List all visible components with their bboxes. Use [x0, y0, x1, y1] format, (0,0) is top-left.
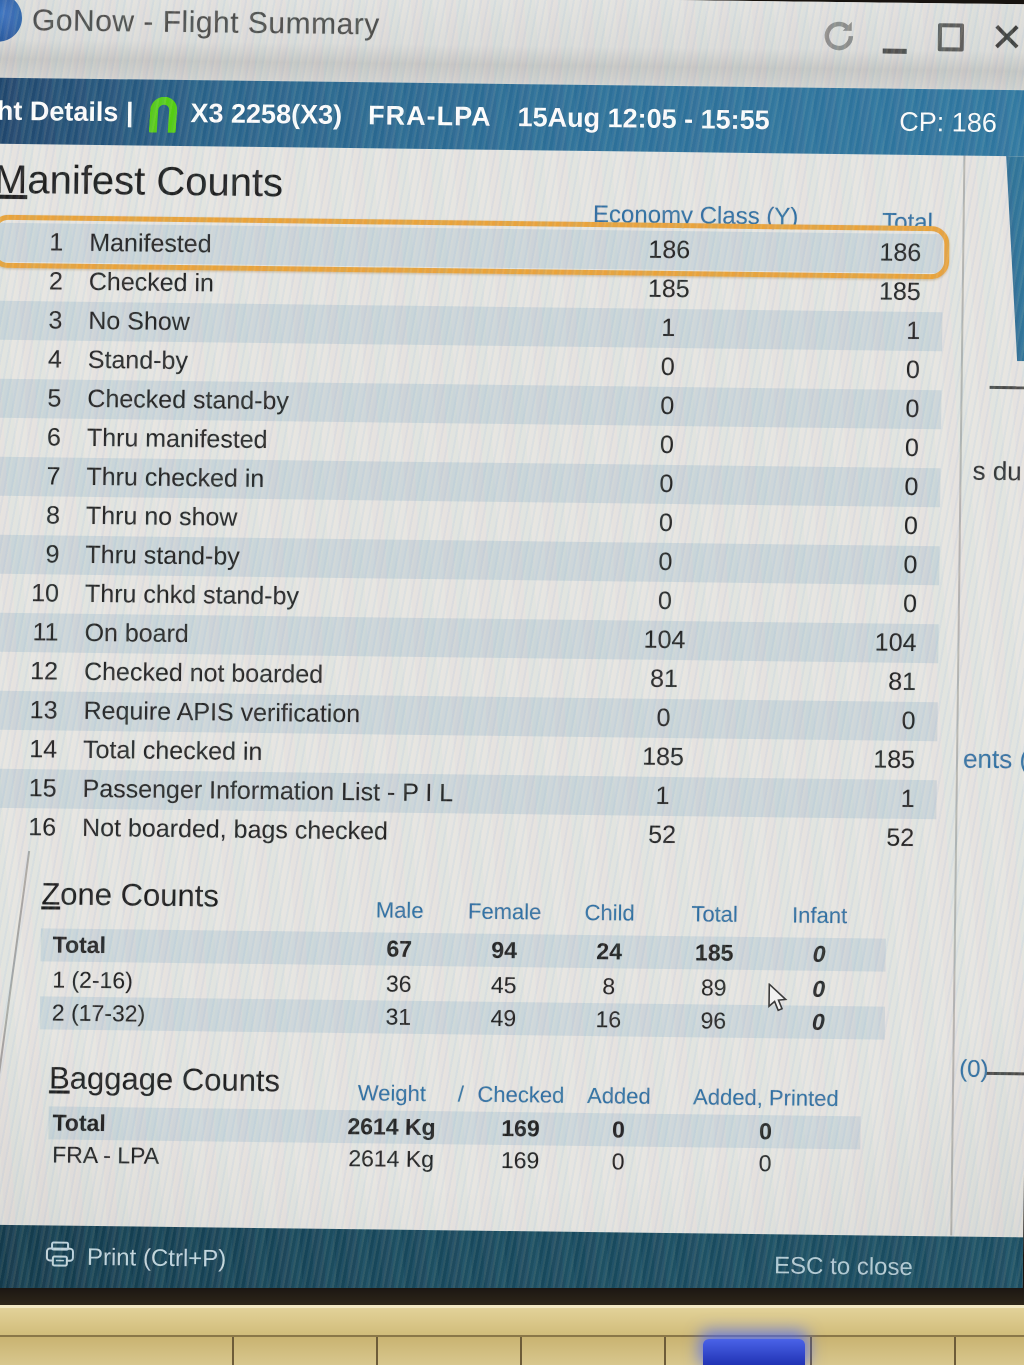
close-icon: × [991, 7, 1023, 67]
baggage-col-weight: Weight [357, 1080, 427, 1107]
laptop-deck [0, 1305, 1024, 1365]
key-gap [664, 1337, 666, 1365]
column-header-economy: Economy Class (Y) [592, 201, 799, 231]
mouse-cursor [766, 982, 788, 1018]
key-gap [376, 1337, 378, 1365]
screen-bezel [0, 1288, 1024, 1305]
baggage-col-slash: / [457, 1081, 465, 1107]
refresh-button[interactable] [822, 12, 857, 64]
zone-col-infant: Infant [791, 902, 848, 929]
zone-column-headers: Male Female Child Total Infant [41, 890, 886, 932]
app-logo-icon [0, 0, 23, 43]
flight-route: FRA-LPA [367, 99, 492, 132]
maximize-button[interactable] [934, 13, 969, 65]
flight-number: X3 2258(X3) [190, 97, 343, 130]
screen-reflection [0, 850, 31, 1085]
baggage-col-checked: Checked [477, 1081, 565, 1108]
esc-to-close-hint: ESC to close [773, 1252, 914, 1281]
background-dash [985, 1071, 1024, 1076]
zone-col-child: Child [584, 899, 635, 926]
baggage-col-added-printed: Added, Printed [692, 1084, 839, 1112]
key-gap [810, 1337, 812, 1365]
minimize-icon [882, 48, 907, 54]
gonow-logo-icon [148, 96, 178, 133]
window-titlebar[interactable]: GoNow - Flight Summary × [0, 0, 1024, 91]
dialog-footer: Print (Ctrl+P) ESC to close [0, 1224, 1024, 1302]
backlit-key [703, 1339, 805, 1365]
background-text-fragment: s du [972, 455, 1022, 487]
flight-header-bar: ht Details | X3 2258(X3) FRA-LPA 15Aug 1… [0, 77, 1024, 157]
print-label: Print (Ctrl+P) [86, 1243, 227, 1273]
key-gap [520, 1337, 522, 1365]
flight-details-label: ht Details | [0, 95, 134, 127]
close-button[interactable]: × [990, 7, 1024, 67]
background-window-fragment [992, 156, 1024, 361]
key-gap [232, 1337, 234, 1365]
flight-datetime: 15Aug 12:05 - 15:55 [517, 101, 770, 135]
minimize-button[interactable] [878, 12, 913, 64]
baggage-col-added: Added [586, 1083, 651, 1109]
refresh-icon [821, 12, 858, 64]
flight-summary-window: GoNow - Flight Summary × ht Details | X3… [0, 0, 1024, 1305]
manifest-table: 1 Manifested 186 186 2 Checked in 185 185 3 No … [0, 222, 944, 859]
window-title: GoNow - Flight Summary [31, 4, 380, 42]
print-button[interactable]: Print (Ctrl+P) [45, 1241, 227, 1276]
maximize-icon [937, 23, 965, 52]
background-text-fragment: ents ( [962, 743, 1024, 775]
manifest-counts-title: Manifest Counts [0, 157, 284, 206]
zone-col-total: Total [691, 901, 739, 927]
capacity-value: CP: 186 [899, 106, 998, 138]
keyboard-row [0, 1335, 1024, 1365]
zone-col-male: Male [375, 897, 424, 923]
zone-col-female: Female [467, 898, 542, 925]
window-controls: × [822, 7, 1024, 67]
key-gap [954, 1337, 956, 1365]
printer-icon [45, 1241, 75, 1274]
background-dash [989, 385, 1024, 390]
background-text-fragment: (0) [959, 1055, 989, 1083]
